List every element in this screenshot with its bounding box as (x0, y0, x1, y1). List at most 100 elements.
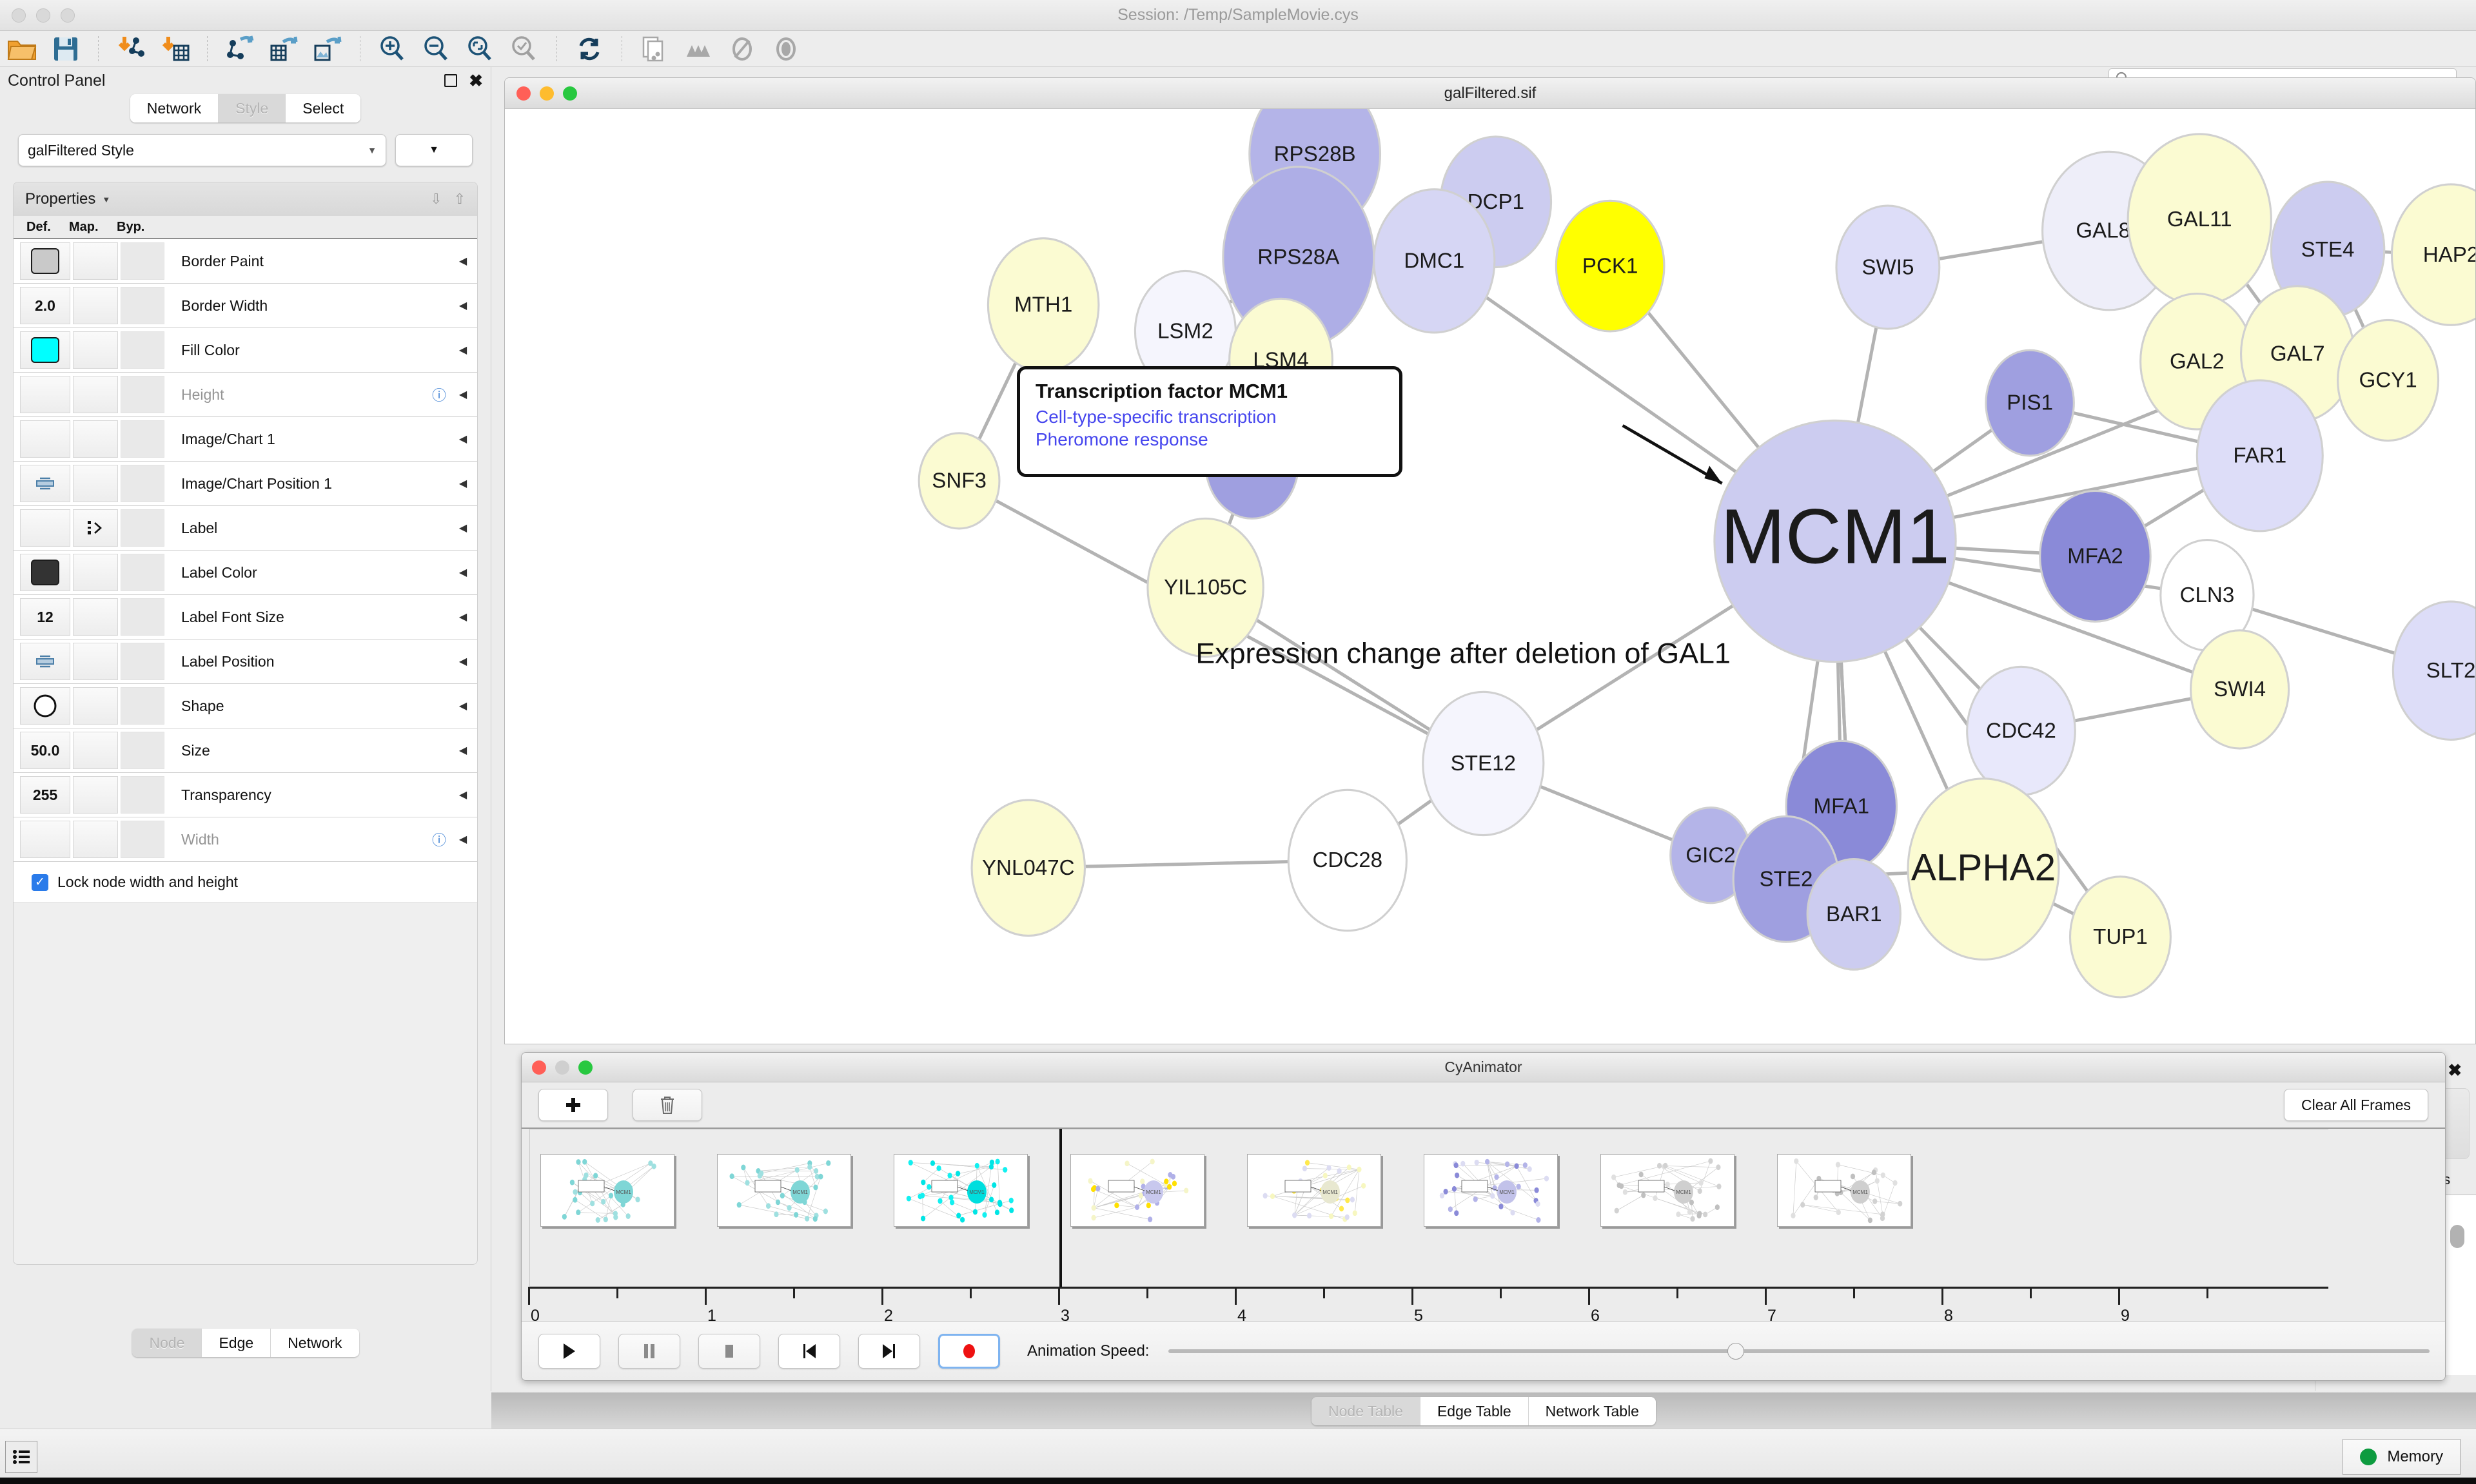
property-mapping-cell[interactable] (73, 821, 118, 858)
export-network-icon[interactable] (218, 32, 262, 66)
property-row[interactable]: 2.0 Border Width ◀ (14, 284, 477, 328)
zoom-in-icon[interactable] (371, 32, 415, 66)
chevron-left-icon[interactable]: ◀ (458, 790, 467, 801)
network-node[interactable]: PIS1 (1985, 349, 2075, 457)
timeline-playhead[interactable] (1059, 1129, 1062, 1287)
color-swatch[interactable] (31, 337, 59, 363)
cp-tab-network[interactable]: Network (271, 1329, 359, 1357)
import-network-icon[interactable] (109, 32, 153, 66)
property-default-cell[interactable] (20, 821, 70, 858)
tab-network-table[interactable]: Network Table (1528, 1397, 1656, 1425)
property-mapping-cell[interactable] (73, 376, 118, 413)
property-mapping-cell[interactable] (73, 554, 118, 591)
chevron-left-icon[interactable]: ◀ (458, 612, 467, 623)
chevron-left-icon[interactable]: ◀ (458, 256, 467, 267)
network-node[interactable]: MFA2 (2039, 489, 2152, 623)
property-default-cell[interactable] (20, 465, 70, 502)
timeline-frame[interactable]: MCM1 (1600, 1154, 1734, 1227)
animation-speed-slider[interactable] (1168, 1342, 2430, 1360)
network-node[interactable]: PCK1 (1555, 199, 1665, 333)
property-default-cell[interactable] (20, 554, 70, 591)
slider-knob[interactable] (1727, 1342, 1745, 1360)
maximize-cyanimator-icon[interactable] (578, 1060, 593, 1075)
lock-node-wh-checkbox[interactable]: ✓ (32, 874, 48, 891)
close-network-icon[interactable] (516, 86, 531, 101)
cp-tab-edge[interactable]: Edge (202, 1329, 271, 1357)
open-folder-icon[interactable] (0, 32, 44, 66)
chevron-left-icon[interactable]: ◀ (458, 656, 467, 667)
expand-all-icon[interactable]: ⇩ (430, 191, 442, 207)
chevron-left-icon[interactable]: ◀ (458, 434, 467, 445)
zoom-out-icon[interactable] (415, 32, 458, 66)
property-row[interactable]: Width ⓘ ◀ (14, 817, 477, 862)
property-row[interactable]: Shape ◀ (14, 684, 477, 728)
property-bypass-cell[interactable] (121, 420, 164, 458)
minimize-network-icon[interactable] (540, 86, 554, 101)
pause-button[interactable] (618, 1333, 680, 1369)
property-default-cell[interactable] (20, 242, 70, 280)
network-node[interactable]: YNL047C (970, 799, 1086, 937)
property-row[interactable]: Label ◀ (14, 506, 477, 551)
property-row[interactable]: Label Color ◀ (14, 551, 477, 595)
record-button[interactable] (938, 1333, 1000, 1369)
property-default-cell[interactable] (20, 509, 70, 547)
network-node[interactable]: SNF3 (918, 432, 1001, 530)
network-node[interactable]: SLT2 (2392, 600, 2476, 741)
show-hidden-icon[interactable] (720, 32, 764, 66)
save-icon[interactable] (44, 32, 88, 66)
timeline-frame[interactable]: MCM1 (540, 1154, 674, 1227)
property-bypass-cell[interactable] (121, 643, 164, 680)
property-mapping-cell[interactable] (73, 331, 118, 369)
network-node[interactable]: GAL11 (2127, 133, 2272, 306)
clear-all-frames-button[interactable]: Clear All Frames (2284, 1089, 2428, 1121)
chevron-left-icon[interactable]: ◀ (458, 478, 467, 489)
property-mapping-cell[interactable] (73, 598, 118, 636)
chevron-left-icon[interactable]: ◀ (458, 523, 467, 534)
chevron-left-icon[interactable]: ◀ (458, 567, 467, 578)
timeline-frame[interactable]: MCM1 (1777, 1154, 1911, 1227)
property-bypass-cell[interactable] (121, 376, 164, 413)
property-row[interactable]: Image/Chart 1 ◀ (14, 417, 477, 462)
property-bypass-cell[interactable] (121, 465, 164, 502)
network-node[interactable]: ALPHA2 (1907, 777, 2060, 961)
import-table-icon[interactable] (153, 32, 197, 66)
maximize-network-icon[interactable] (563, 86, 577, 101)
property-mapping-cell[interactable] (73, 732, 118, 769)
property-row[interactable]: Image/Chart Position 1 ◀ (14, 462, 477, 506)
network-node[interactable]: BAR1 (1806, 857, 1901, 971)
minimize-cyanimator-icon[interactable] (555, 1060, 569, 1075)
property-row[interactable]: Border Paint ◀ (14, 239, 477, 284)
chevron-left-icon[interactable]: ◀ (458, 300, 467, 311)
network-node[interactable]: MCM1 (1713, 419, 1957, 663)
window-traffic-lights[interactable] (12, 8, 75, 23)
color-swatch[interactable] (31, 560, 59, 585)
network-node[interactable]: CLN3 (2159, 538, 2255, 652)
property-mapping-cell[interactable] (73, 465, 118, 502)
property-default-cell[interactable] (20, 376, 70, 413)
tab-select[interactable]: Select (286, 94, 361, 122)
property-bypass-cell[interactable] (121, 554, 164, 591)
close-cyanimator-icon[interactable] (532, 1060, 546, 1075)
property-row[interactable]: Label Position ◀ (14, 639, 477, 684)
property-default-cell[interactable]: 2.0 (20, 287, 70, 324)
network-node[interactable]: DMC1 (1373, 188, 1496, 334)
property-default-cell[interactable]: 255 (20, 776, 70, 814)
property-row[interactable]: 50.0 Size ◀ (14, 728, 477, 773)
hide-selected-icon[interactable] (676, 32, 720, 66)
lock-node-wh-row[interactable]: ✓ Lock node width and height (14, 862, 477, 903)
chevron-down-icon[interactable]: ▼ (102, 194, 111, 204)
property-bypass-cell[interactable] (121, 776, 164, 814)
export-image-icon[interactable] (306, 32, 349, 66)
chevron-left-icon[interactable]: ◀ (458, 389, 467, 400)
property-bypass-cell[interactable] (121, 331, 164, 369)
list-icon[interactable] (5, 1440, 37, 1473)
property-default-cell[interactable]: 50.0 (20, 732, 70, 769)
property-default-cell[interactable]: 12 (20, 598, 70, 636)
minimize-window-icon[interactable] (36, 8, 50, 23)
chevron-left-icon[interactable]: ◀ (458, 745, 467, 756)
zoom-selected-icon[interactable] (502, 32, 546, 66)
maximize-window-icon[interactable] (61, 8, 75, 23)
float-panel-icon[interactable] (444, 74, 458, 87)
property-bypass-cell[interactable] (121, 287, 164, 324)
collapse-all-icon[interactable]: ⇧ (453, 191, 466, 207)
